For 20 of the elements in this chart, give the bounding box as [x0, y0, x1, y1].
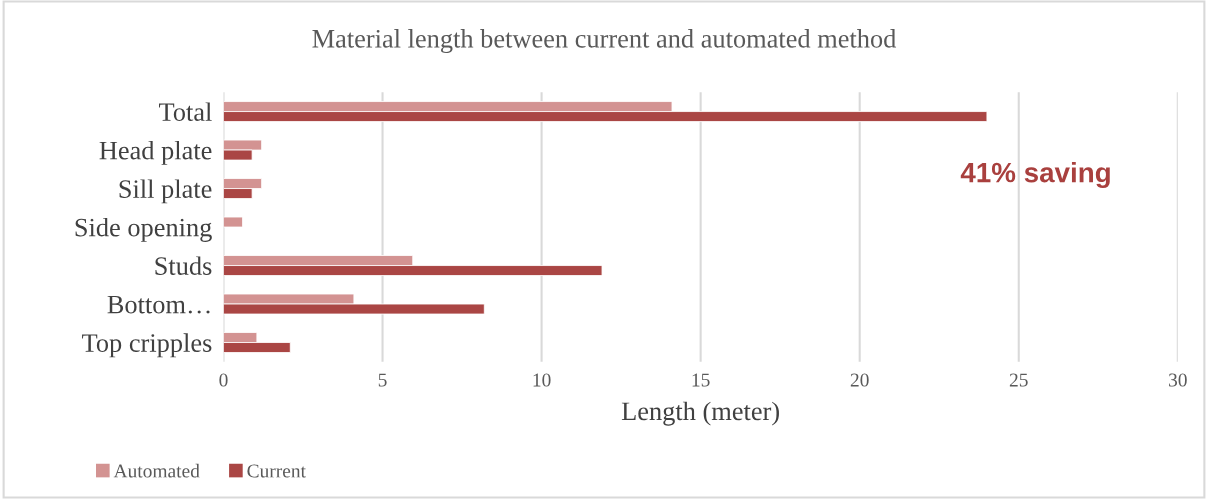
chart-title: Material length between current and automated method [312, 29, 897, 54]
x-tick-label: 25 [1009, 373, 1028, 387]
x-axis-title: Length (meter) [621, 401, 779, 426]
y-tick-label: Bottom… [107, 295, 210, 314]
legend-label: Current [247, 464, 306, 478]
annotation: 41% saving [960, 162, 1110, 189]
y-tick-label: Total [159, 102, 212, 121]
x-tick-label: 0 [219, 373, 228, 387]
x-tick-label: 20 [850, 373, 869, 387]
y-tick-label: Sill plate [119, 179, 212, 204]
legend-label: Automated [113, 463, 200, 478]
bar [223, 216, 243, 228]
y-tick-label: Side opening [75, 217, 212, 242]
x-tick-label: 15 [692, 373, 710, 387]
y-tick-label: Head plate [99, 140, 212, 165]
x-tick-label: 10 [533, 373, 551, 387]
x-tick-label: 5 [378, 373, 387, 387]
y-tick-label: Studs [155, 256, 212, 275]
x-tick-label: 30 [1169, 373, 1187, 387]
y-tick-label: Top cripples [82, 333, 212, 358]
